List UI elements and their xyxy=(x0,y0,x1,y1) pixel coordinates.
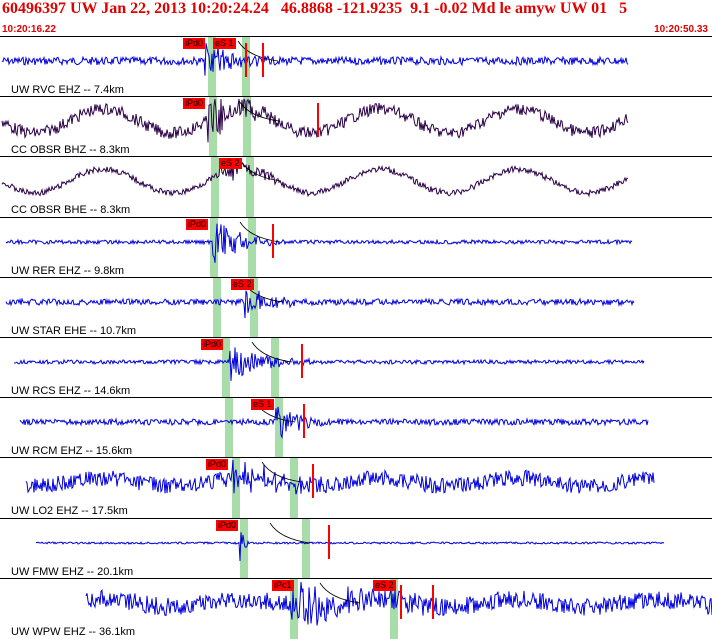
event-title: 60496397 UW Jan 22, 2013 10:20:24.24 46.… xyxy=(2,0,628,17)
station-label: UW STAR EHE -- 10.7km xyxy=(10,324,138,337)
header-bar: 60496397 UW Jan 22, 2013 10:20:24.24 46.… xyxy=(0,0,712,36)
station-label: UW RER EHZ -- 9.8km xyxy=(10,264,126,277)
coda-curve xyxy=(239,221,281,242)
waveform-plot xyxy=(1,97,629,158)
phase-pick-label[interactable]: iPd0 xyxy=(183,38,206,49)
trace-panel[interactable]: iPd0 eS 1 UW RVC EHZ -- 7.4km xyxy=(0,36,712,97)
coda-curve xyxy=(238,100,280,122)
pick-window xyxy=(243,97,251,158)
pick-window xyxy=(211,157,219,218)
station-label: UW RCS EHZ -- 14.6km xyxy=(10,385,132,397)
trace-panel[interactable]: iPd0 UW RCS EHZ -- 14.6km xyxy=(0,337,712,398)
coda-curve xyxy=(319,582,361,604)
station-label: UW FMW EHZ -- 20.1km xyxy=(10,565,135,578)
time-end-label: 10:20:50.33 xyxy=(654,24,708,35)
trace-panel[interactable]: iPc1 eS 2 UW WPW EHZ -- 36.1km xyxy=(0,577,712,639)
waveform-line xyxy=(5,290,635,318)
trace-panel[interactable]: iPd0 UW FMW EHZ -- 20.1km xyxy=(0,517,712,579)
pick-window xyxy=(275,398,283,459)
pick-window xyxy=(302,518,310,579)
coda-curve xyxy=(269,522,311,543)
waveform-plot xyxy=(14,338,645,398)
phase-pick-label[interactable]: eS 2 xyxy=(219,158,242,170)
phase-pick-label[interactable]: iPd0 xyxy=(206,459,229,471)
waveform-line xyxy=(19,406,649,440)
pick-window xyxy=(290,458,298,519)
station-label: UW RVC EHZ -- 7.4km xyxy=(10,84,125,96)
coda-curve xyxy=(251,341,293,363)
phase-pick-label[interactable]: iPd0 xyxy=(186,218,209,230)
pick-window xyxy=(250,277,258,338)
phase-pick-label[interactable]: iPd0 xyxy=(183,98,206,110)
phase-pick-label[interactable]: iPd0 xyxy=(201,339,224,350)
phase-pick-label[interactable]: iPd0 xyxy=(216,519,239,531)
phase-pick-label[interactable]: iPc1 xyxy=(272,579,294,591)
phase-pick-label[interactable]: eS 2 xyxy=(231,278,254,290)
pick-window xyxy=(222,338,230,398)
station-label: UW WPW EHZ -- 36.1km xyxy=(10,625,137,638)
coda-curve xyxy=(237,40,279,62)
pick-window xyxy=(225,398,233,459)
pick-window xyxy=(213,277,221,338)
station-label: UW RCM EHZ -- 15.6km xyxy=(10,445,133,458)
waveform-plot xyxy=(1,37,629,97)
waveform-line xyxy=(1,43,629,76)
waveform-line xyxy=(14,347,645,381)
time-start-label: 10:20:16.22 xyxy=(2,24,56,35)
waveform-plot xyxy=(1,157,629,218)
coda-curve xyxy=(240,161,282,182)
waveform-line xyxy=(35,531,665,561)
waveform-line xyxy=(85,581,712,626)
trace-panel[interactable]: eS 2 UW STAR EHE -- 10.7km xyxy=(0,276,712,338)
phase-pick-label[interactable]: eS 1 xyxy=(251,399,274,411)
station-label: CC OBSR BHZ -- 8.3km xyxy=(10,144,131,157)
pick-window xyxy=(210,217,218,278)
trace-panel[interactable]: iPd0 UW RER EHZ -- 9.8km xyxy=(0,216,712,278)
station-label: UW LO2 EHZ -- 17.5km xyxy=(10,505,129,518)
waveform-plot xyxy=(25,458,655,519)
seismogram-traces[interactable]: iPd0 eS 1 UW RVC EHZ -- 7.4km iPd0 CC OBSR B… xyxy=(0,36,712,639)
phase-pick-label[interactable]: eS 1 xyxy=(213,38,236,49)
trace-panel[interactable]: eS 2 CC OBSR BHE -- 8.3km xyxy=(0,156,712,218)
trace-panel[interactable]: iPd0 CC OBSR BHZ -- 8.3km xyxy=(0,96,712,158)
station-label: CC OBSR BHE -- 8.3km xyxy=(10,204,132,217)
pick-window xyxy=(232,458,240,519)
waveform-line xyxy=(1,98,629,143)
pick-window xyxy=(271,338,279,398)
waveform-plot xyxy=(5,217,633,278)
waveform-line xyxy=(5,223,633,263)
phase-pick-label[interactable]: eS 2 xyxy=(373,579,396,591)
waveform-plot xyxy=(85,578,712,639)
waveform-line xyxy=(25,460,655,495)
trace-panel[interactable]: eS 1 UW RCM EHZ -- 15.6km xyxy=(0,397,712,459)
pick-window xyxy=(240,518,248,579)
pick-window xyxy=(248,217,256,278)
waveform-plot xyxy=(35,518,665,579)
pick-window xyxy=(208,37,216,97)
trace-panel[interactable]: iPd0 UW LO2 EHZ -- 17.5km xyxy=(0,457,712,519)
coda-curve xyxy=(261,462,303,483)
pick-window xyxy=(246,157,254,218)
waveform-line xyxy=(1,160,629,199)
